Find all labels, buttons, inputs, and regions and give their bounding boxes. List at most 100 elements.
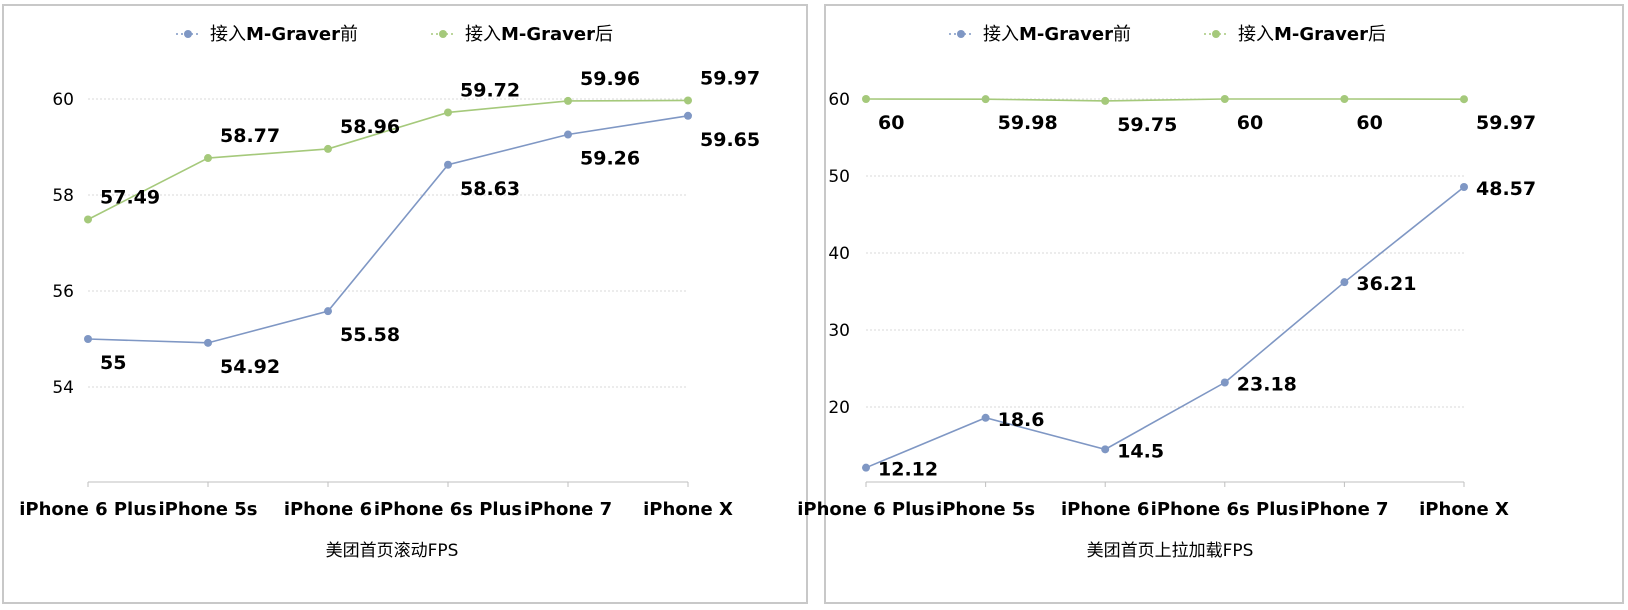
data-label: 12.12 <box>878 459 938 481</box>
data-label: 59.97 <box>700 67 760 89</box>
data-label: 58.77 <box>220 125 280 147</box>
y-tick-label: 60 <box>828 90 850 110</box>
data-label: 55.58 <box>340 324 400 346</box>
y-axis-ticks: 20 30 40 50 60 <box>828 90 850 418</box>
legend-marker-after <box>439 30 447 38</box>
y-tick-label: 20 <box>828 398 850 418</box>
x-tick-label: iPhone 5s <box>158 499 257 520</box>
data-label: 60 <box>1237 112 1263 134</box>
y-tick-label: 50 <box>828 167 850 187</box>
x-tick-label: iPhone 6s Plus <box>1151 499 1299 520</box>
legend-item-after: 接入M-Graver后 <box>431 24 613 45</box>
series-after: 57.49 58.77 58.96 59.72 59.96 59.97 <box>84 67 760 224</box>
data-point <box>444 160 452 169</box>
data-point <box>204 154 212 163</box>
x-axis-title: 美团首页滚动FPS <box>326 541 459 561</box>
x-tick-label: iPhone 6 <box>1061 499 1149 520</box>
data-point <box>324 307 332 316</box>
data-point <box>324 144 332 153</box>
series-group: 12.12 18.6 14.5 23.18 36.21 48.57 60 59.98 59.75… <box>862 95 1536 481</box>
data-point <box>84 215 92 224</box>
data-point <box>862 95 870 103</box>
data-point <box>84 335 92 343</box>
data-label: 59.96 <box>580 68 640 90</box>
data-label: 59.97 <box>1476 112 1536 134</box>
data-label: 36.21 <box>1356 273 1416 295</box>
x-tick-label: iPhone 6 Plus <box>797 499 935 520</box>
y-tick-label: 30 <box>828 321 850 341</box>
data-point <box>862 463 870 472</box>
data-point <box>564 130 572 139</box>
x-tick-label: iPhone 7 <box>524 499 612 520</box>
x-tick-label: iPhone X <box>1419 499 1509 520</box>
legend-marker-before <box>957 30 965 38</box>
legend-item-after: 接入M-Graver后 <box>1204 24 1386 45</box>
chart-panel-scroll-fps: 接入M-Graver前 接入M-Graver后 54 56 58 60 iPhone … <box>2 4 808 604</box>
legend-item-before: 接入M-Graver前 <box>176 24 358 45</box>
legend-label-before: 接入M-Graver前 <box>210 24 358 45</box>
data-label: 59.26 <box>580 148 640 170</box>
x-tick-label: iPhone 7 <box>1300 499 1388 520</box>
y-tick-label: 58 <box>52 186 74 206</box>
legend: 接入M-Graver前 接入M-Graver后 <box>176 24 613 45</box>
y-tick-label: 60 <box>52 90 74 110</box>
series-before: 12.12 18.6 14.5 23.18 36.21 48.57 <box>862 178 1536 481</box>
x-axis-title: 美团首页上拉加载FPS <box>1087 541 1254 561</box>
x-tick-label: iPhone 6 Plus <box>19 499 157 520</box>
x-tick-label: iPhone 6s Plus <box>374 499 522 520</box>
x-axis-ticks: iPhone 6 Plus iPhone 5s iPhone 6 iPhone 6s … <box>797 482 1509 520</box>
legend: 接入M-Graver前 接入M-Graver后 <box>949 24 1386 45</box>
data-point <box>1220 95 1229 103</box>
data-point <box>1340 95 1349 103</box>
data-label: 48.57 <box>1476 178 1536 200</box>
series-after: 60 59.98 59.75 60 60 59.97 <box>862 95 1536 136</box>
data-point <box>1101 96 1110 105</box>
x-tick-label: iPhone 6 <box>284 499 372 520</box>
data-point <box>444 108 452 117</box>
data-label: 18.6 <box>998 409 1045 431</box>
data-label: 59.98 <box>998 112 1058 134</box>
series-line <box>87 99 689 221</box>
data-label: 23.18 <box>1237 374 1297 396</box>
x-axis-ticks: iPhone 6 Plus iPhone 5s iPhone 6 iPhone 6s … <box>19 482 733 520</box>
series-line <box>865 98 1465 102</box>
data-label: 60 <box>878 112 904 134</box>
x-tick-label: iPhone X <box>643 499 733 520</box>
data-label: 54.92 <box>220 356 280 378</box>
data-label: 58.63 <box>460 178 520 200</box>
data-label: 59.65 <box>700 129 760 151</box>
legend-item-before: 接入M-Graver前 <box>949 24 1131 45</box>
data-point <box>684 96 692 105</box>
data-label: 55 <box>100 352 126 374</box>
series-line <box>865 186 1465 469</box>
line-chart-scroll-fps: 接入M-Graver前 接入M-Graver后 54 56 58 60 iPhone … <box>19 24 760 561</box>
gridlines <box>88 98 688 388</box>
data-label: 58.96 <box>340 116 400 138</box>
data-point <box>1460 183 1468 192</box>
legend-label-after: 接入M-Graver后 <box>1238 24 1386 45</box>
gridlines <box>866 98 1464 408</box>
line-chart-loadmore-fps: 接入M-Graver前 接入M-Graver后 20 30 40 50 60 iPhon… <box>797 24 1536 561</box>
y-tick-label: 54 <box>52 378 74 398</box>
data-point <box>981 95 990 104</box>
data-point <box>981 413 990 422</box>
legend-marker-before <box>184 30 192 38</box>
data-label: 57.49 <box>100 186 160 208</box>
y-tick-label: 40 <box>828 244 850 264</box>
y-axis-ticks: 54 56 58 60 <box>52 90 74 398</box>
data-label: 59.75 <box>1117 114 1177 136</box>
data-label: 59.72 <box>460 79 520 101</box>
chart-panel-loadmore-fps: 接入M-Graver前 接入M-Graver后 20 30 40 50 60 iPhon… <box>797 4 1624 604</box>
series-before: 55 54.92 55.58 58.63 59.26 59.65 <box>84 111 760 378</box>
legend-label-before: 接入M-Graver前 <box>983 24 1131 45</box>
data-label: 14.5 <box>1117 440 1164 462</box>
data-point <box>1220 378 1229 387</box>
series-line <box>87 115 689 344</box>
data-point <box>204 338 212 347</box>
series-group: 55 54.92 55.58 58.63 59.26 59.65 57.49 58.77 58.… <box>84 67 760 378</box>
x-tick-label: iPhone 5s <box>936 499 1035 520</box>
data-point <box>684 111 692 120</box>
y-tick-label: 56 <box>52 282 74 302</box>
data-point <box>1101 445 1110 454</box>
data-point <box>1460 95 1468 104</box>
